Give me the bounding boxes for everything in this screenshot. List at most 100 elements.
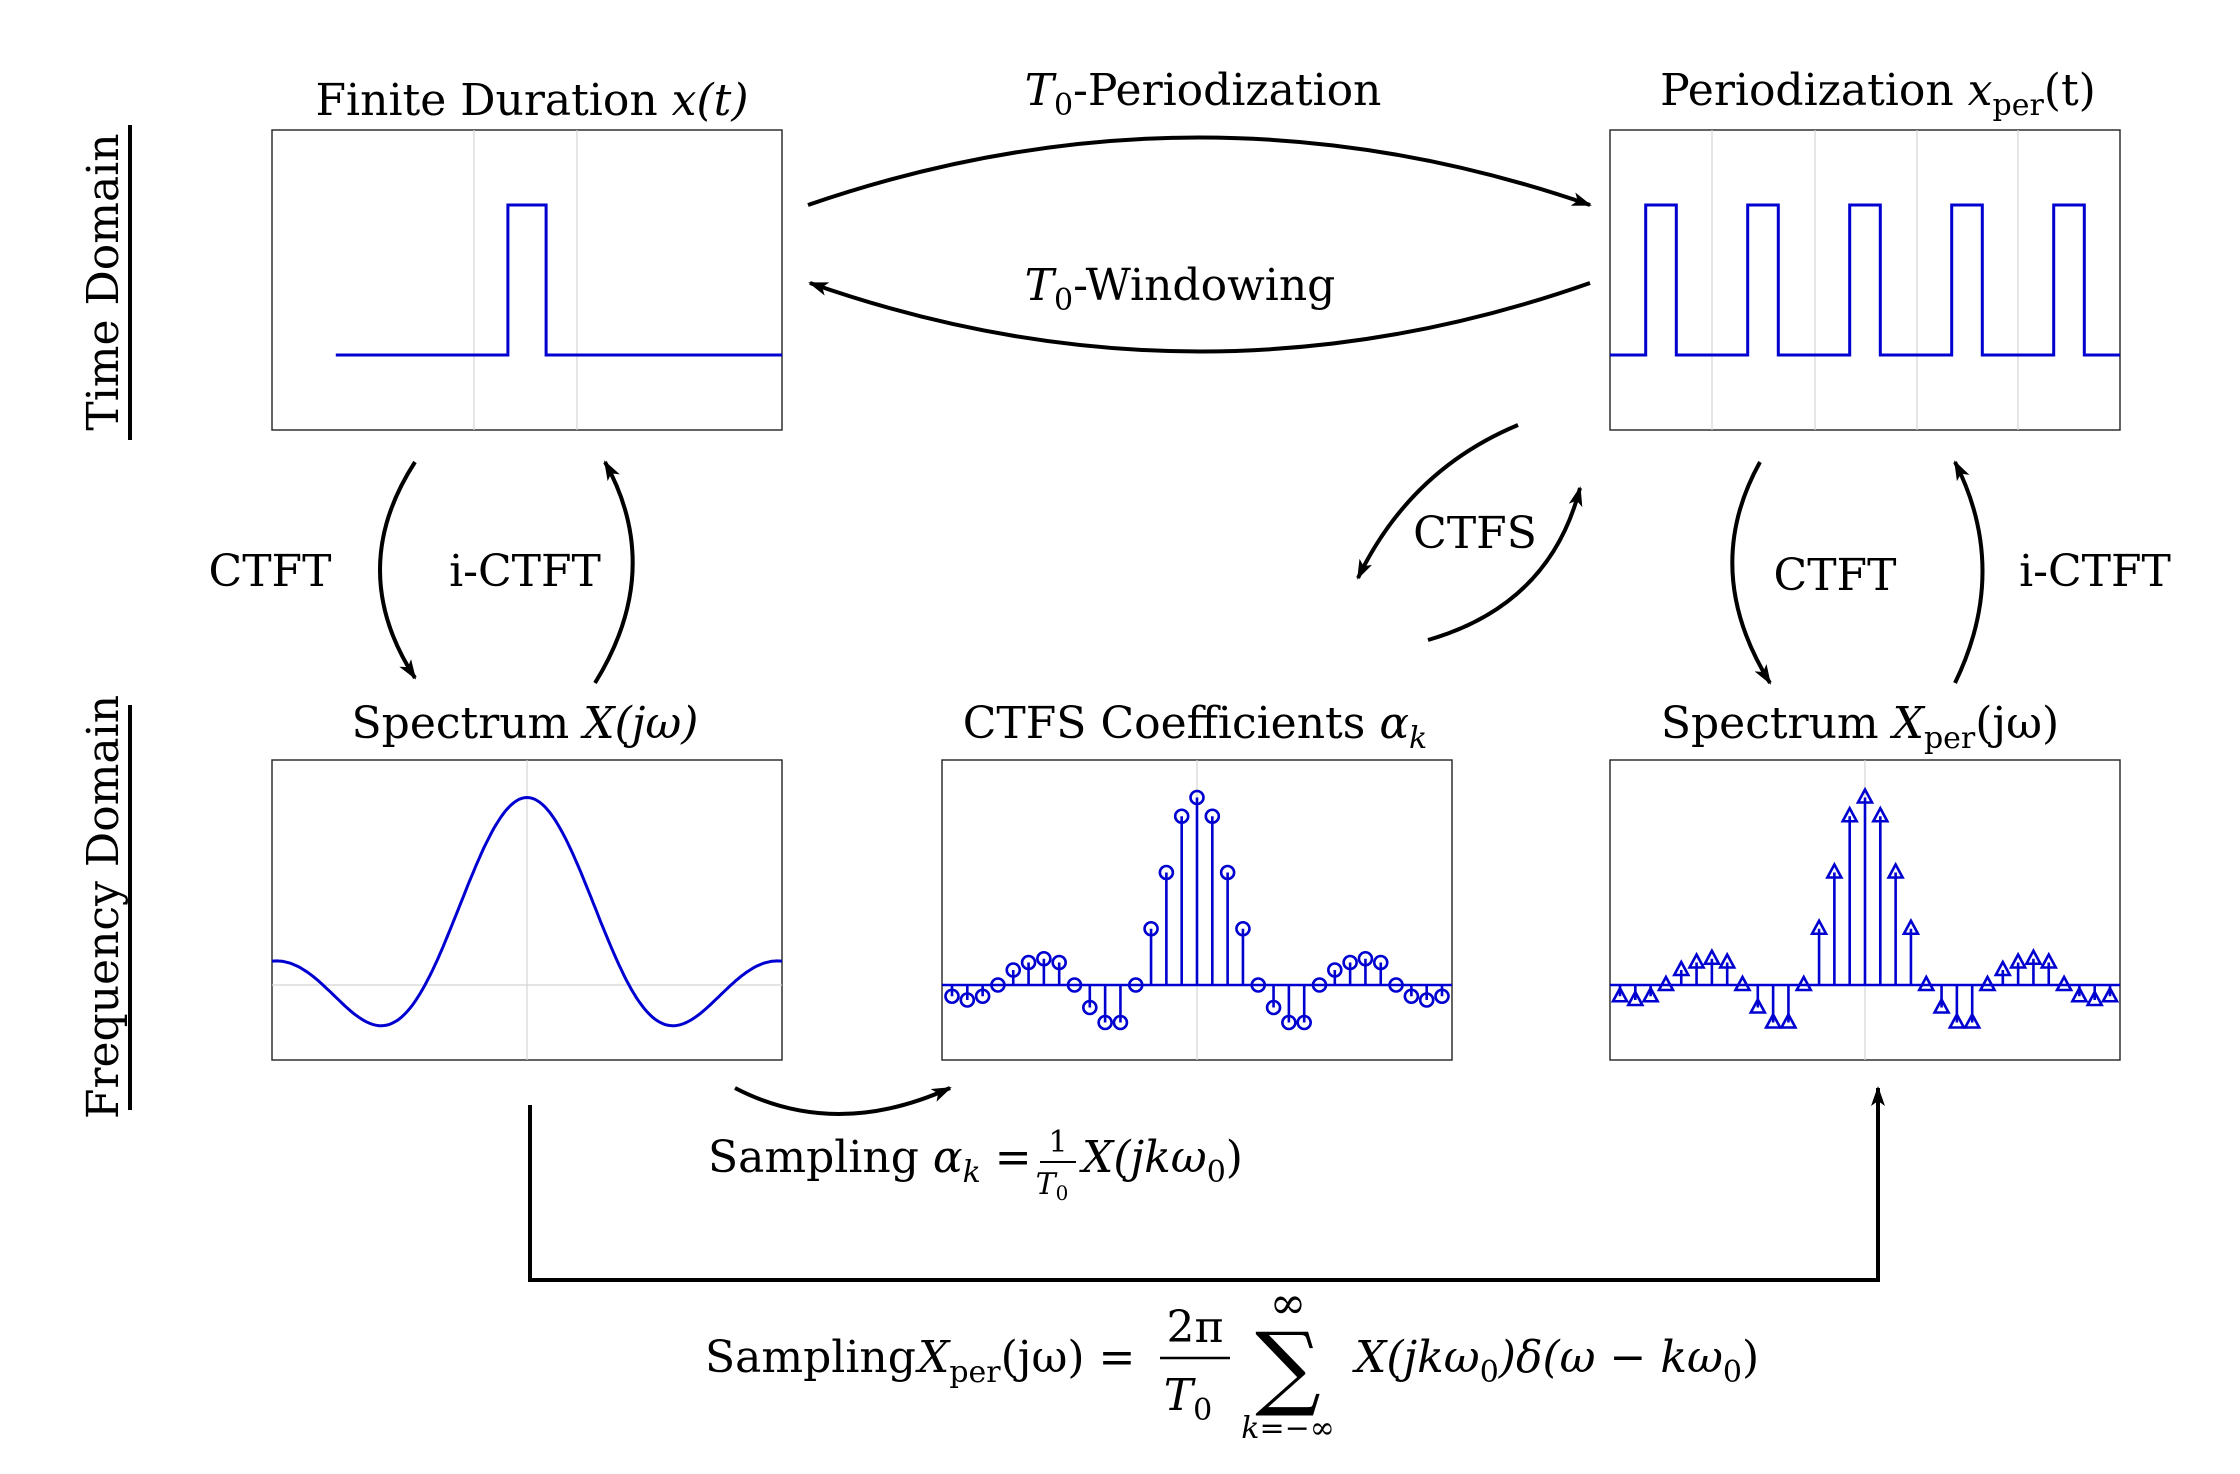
- sampling-xper-prefix: Sampling: [705, 1332, 916, 1383]
- stem-marker-triangle: [1656, 974, 1676, 992]
- ictft-left-label: i-CTFT: [449, 546, 601, 597]
- stem-marker-circle: [1265, 999, 1282, 1016]
- stem-marker-circle: [1296, 1014, 1312, 1031]
- stem-marker-circle: [1082, 999, 1098, 1016]
- stem-marker-triangle: [1886, 861, 1905, 879]
- stem-marker-circle: [990, 977, 1006, 993]
- sampling-xper-frac-num: 2π: [1167, 1302, 1224, 1353]
- stem-marker-triangle: [1978, 974, 1997, 992]
- stem-marker-circle: [1403, 988, 1420, 1005]
- stem-marker-circle: [959, 992, 976, 1008]
- stem-marker-circle: [1066, 977, 1083, 993]
- spectrum-per-panel: [1609, 759, 2121, 1061]
- windowing-label: T0-Windowing: [1025, 260, 1336, 318]
- finite-duration-title: Finite Duration x(t): [316, 75, 749, 126]
- stem-marker-circle: [1434, 988, 1450, 1005]
- stem-marker-triangle: [1763, 1011, 1783, 1029]
- ctfs-coefficients-title: CTFS Coefficients αk: [963, 698, 1427, 756]
- stem-marker-circle: [1036, 950, 1052, 967]
- ctfs-label: CTFS: [1413, 508, 1537, 559]
- stem-marker-circle: [1327, 962, 1343, 978]
- stem-marker-triangle: [1917, 974, 1936, 992]
- panel-frame: [271, 129, 783, 431]
- stem-marker-circle: [1235, 920, 1251, 937]
- stem-marker-triangle: [1626, 989, 1645, 1007]
- stem-marker-triangle: [1840, 805, 1859, 823]
- stem-marker-triangle: [2024, 948, 2043, 966]
- stem-marker-circle: [1097, 1014, 1113, 1031]
- stem-marker-triangle: [1672, 959, 1691, 977]
- stem-marker-circle: [1388, 977, 1404, 993]
- time-domain-label-group: Time Domain: [78, 125, 132, 440]
- stem-marker-circle: [1204, 808, 1221, 825]
- sampling-xper-frac-den: T0: [1164, 1370, 1212, 1428]
- panel-frame: [1609, 129, 2121, 431]
- stem-marker-triangle: [1641, 985, 1660, 1003]
- frequency-domain-label-group: Frequency Domain: [78, 695, 132, 1119]
- stem-marker-triangle: [2070, 985, 2089, 1003]
- stem-marker-circle: [1051, 954, 1067, 971]
- stem-marker-triangle: [2008, 951, 2028, 969]
- stem-marker-triangle: [1993, 959, 2012, 977]
- stem-marker-circle: [1357, 950, 1374, 967]
- stem-marker-circle: [1112, 1014, 1129, 1031]
- periodization-panel: [1609, 129, 2121, 431]
- stem-marker-circle: [1127, 977, 1144, 993]
- stem-marker-triangle: [1809, 918, 1829, 936]
- periodization-arrow: [807, 135, 1592, 207]
- stem-marker-triangle: [1687, 951, 1706, 969]
- ctft-right-label: CTFT: [1774, 550, 1897, 601]
- sampling-alpha-formula: Sampling αk =: [708, 1132, 1032, 1190]
- pulse-signal: [335, 203, 782, 357]
- stem-marker-triangle: [1702, 948, 1722, 966]
- stem-marker-triangle: [2085, 989, 2104, 1007]
- stem-marker-circle: [1250, 977, 1267, 993]
- stem-marker-circle: [1173, 808, 1190, 825]
- stem-marker-triangle: [1610, 985, 1630, 1003]
- stem-marker-triangle: [2039, 951, 2058, 969]
- stem-marker-circle: [1311, 977, 1328, 993]
- stem-marker-circle: [1342, 954, 1358, 971]
- stem-marker-triangle: [2054, 974, 2074, 992]
- ctfs-arrow-down: [1356, 423, 1519, 580]
- stem-marker-circle: [944, 988, 960, 1005]
- sampling-alpha-frac-num: 1: [1048, 1125, 1067, 1160]
- ictft-right-arrow: [1953, 460, 1985, 684]
- stem-marker-triangle: [2100, 985, 2120, 1003]
- stem-marker-circle: [1281, 1014, 1297, 1031]
- ictft-left-arrow: [593, 460, 635, 685]
- sampling-xper-arrow: [528, 1086, 1885, 1282]
- periodization-title: Periodization xper(t): [1660, 65, 2096, 123]
- spectrum-panel: [271, 759, 783, 1061]
- sampling-xper-sum-bottom: k=−∞: [1241, 1411, 1334, 1446]
- stem-marker-triangle: [1748, 996, 1767, 1014]
- sampling-alpha-rhs: X(jkω0): [1079, 1132, 1243, 1190]
- pulse-train-signal: [1610, 203, 2120, 357]
- stem-marker-triangle: [1718, 951, 1737, 969]
- stem-marker-circle: [974, 988, 991, 1005]
- windowing-arrow: [808, 281, 1591, 354]
- stem-marker-circle: [1020, 954, 1037, 971]
- stem-marker-triangle: [1779, 1011, 1798, 1029]
- stem-marker-circle: [1005, 962, 1022, 978]
- sampling-xper-sum-top: ∞: [1270, 1278, 1307, 1329]
- sampling-alpha-arrow: [734, 1086, 952, 1116]
- stem-marker-triangle: [1963, 1011, 1982, 1029]
- stem-marker-triangle: [1901, 918, 1921, 936]
- sampling-xper-sum-symbol: ∑: [1255, 1313, 1321, 1420]
- stem-marker-circle: [1143, 920, 1159, 937]
- spectrum-title: Spectrum X(jω): [352, 698, 699, 749]
- stem-marker-circle: [1158, 864, 1175, 881]
- sinc-curve: [271, 795, 783, 1028]
- spectrum-per-title: Spectrum Xper(jω): [1661, 698, 2059, 756]
- stem-marker-triangle: [1733, 974, 1752, 992]
- stem-marker-triangle: [1947, 1011, 1967, 1029]
- sampling-xper-rhs: X(jkω0)δ(ω − kω0): [1352, 1332, 1759, 1390]
- time-domain-label: Time Domain: [78, 133, 129, 430]
- stem-marker-circle: [1189, 789, 1205, 806]
- stem-marker-circle: [1219, 864, 1236, 881]
- stem-marker-triangle: [1825, 861, 1844, 879]
- sampling-xper-lhs: Xper(jω) =: [915, 1332, 1135, 1390]
- ctft-left-label: CTFT: [209, 546, 332, 597]
